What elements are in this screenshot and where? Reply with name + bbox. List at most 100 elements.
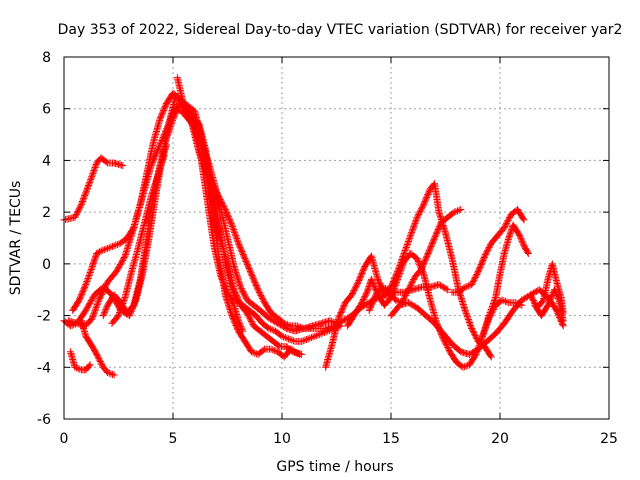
data-point [75,205,83,213]
data-point [152,151,160,159]
data-point [74,365,82,373]
data-point [104,368,112,376]
data-point [91,308,99,316]
data-point [246,315,254,323]
data-point [72,212,80,220]
data-point [93,250,101,258]
data-point [97,359,105,367]
data-point [92,162,100,170]
data-point [82,279,90,287]
y-tick-label: 0 [42,257,51,273]
data-point [67,322,75,330]
data-point [90,310,98,318]
data-point [71,363,79,371]
y-tick-label: -6 [37,412,51,428]
data-point [96,358,104,366]
data-point [240,290,248,298]
data-point [82,189,90,197]
data-point [238,286,246,294]
data-point [96,356,104,364]
data-point [326,317,334,325]
data-point [247,316,255,324]
x-tick-label: 0 [60,431,69,447]
x-tick-label: 10 [273,431,291,447]
data-points [60,74,567,379]
data-point [266,315,274,323]
data-point [83,276,91,284]
data-point [79,197,87,205]
data-point [152,150,160,158]
data-point [129,225,137,233]
data-point [88,173,96,181]
data-point [82,281,90,289]
data-point [87,265,95,273]
data-point [98,360,106,368]
x-tick-label: 25 [600,431,618,447]
data-point [105,244,113,252]
series-track-1 [60,154,127,224]
data-point [71,213,79,221]
x-tick-label: 15 [382,431,400,447]
data-point [237,283,245,291]
data-point [79,196,87,204]
data-point [85,181,93,189]
data-point [86,179,94,187]
data-point [80,193,88,201]
data-point [88,314,96,322]
data-point [85,271,93,279]
data-point [99,246,107,254]
x-axis-label: GPS time / hours [276,459,393,475]
data-point [110,371,118,379]
y-tick-label: -4 [37,360,51,376]
data-point [92,305,100,313]
data-point [94,353,102,361]
data-point [97,247,105,255]
data-point [245,313,253,321]
data-point [78,199,86,207]
data-point [76,365,84,373]
data-point [90,167,98,175]
data-point [81,282,89,290]
data-point [93,352,101,360]
data-point [248,319,256,327]
data-point [242,293,250,301]
data-point [86,268,94,276]
y-tick-label: 6 [42,102,51,118]
data-point [94,299,102,307]
data-point [247,318,255,326]
data-point [265,314,273,322]
data-point [100,246,108,254]
x-tick-label: 20 [491,431,509,447]
data-point [76,203,84,211]
data-point [77,200,85,208]
data-point [89,170,97,178]
data-point [91,164,99,172]
data-point [75,206,83,214]
data-point [88,264,96,272]
data-point [107,243,115,251]
data-point [81,192,89,200]
data-point [87,267,95,275]
y-tick-label: 4 [42,153,51,169]
data-point [153,148,161,156]
data-point [73,209,81,217]
data-point [84,275,92,283]
data-point [72,210,80,218]
data-point [275,342,283,350]
data-point [91,165,99,173]
series-track-4 [67,348,94,374]
data-point [89,311,97,319]
data-point [119,162,127,170]
x-tick-label: 5 [169,431,178,447]
data-point [115,240,123,248]
data-point [92,304,100,312]
data-point [86,361,94,369]
data-point [85,362,93,370]
data-point [110,242,118,250]
data-point [77,202,85,210]
data-point [96,248,104,256]
data-point [109,242,117,250]
y-tick-label: -2 [37,309,51,325]
data-point [88,171,96,179]
